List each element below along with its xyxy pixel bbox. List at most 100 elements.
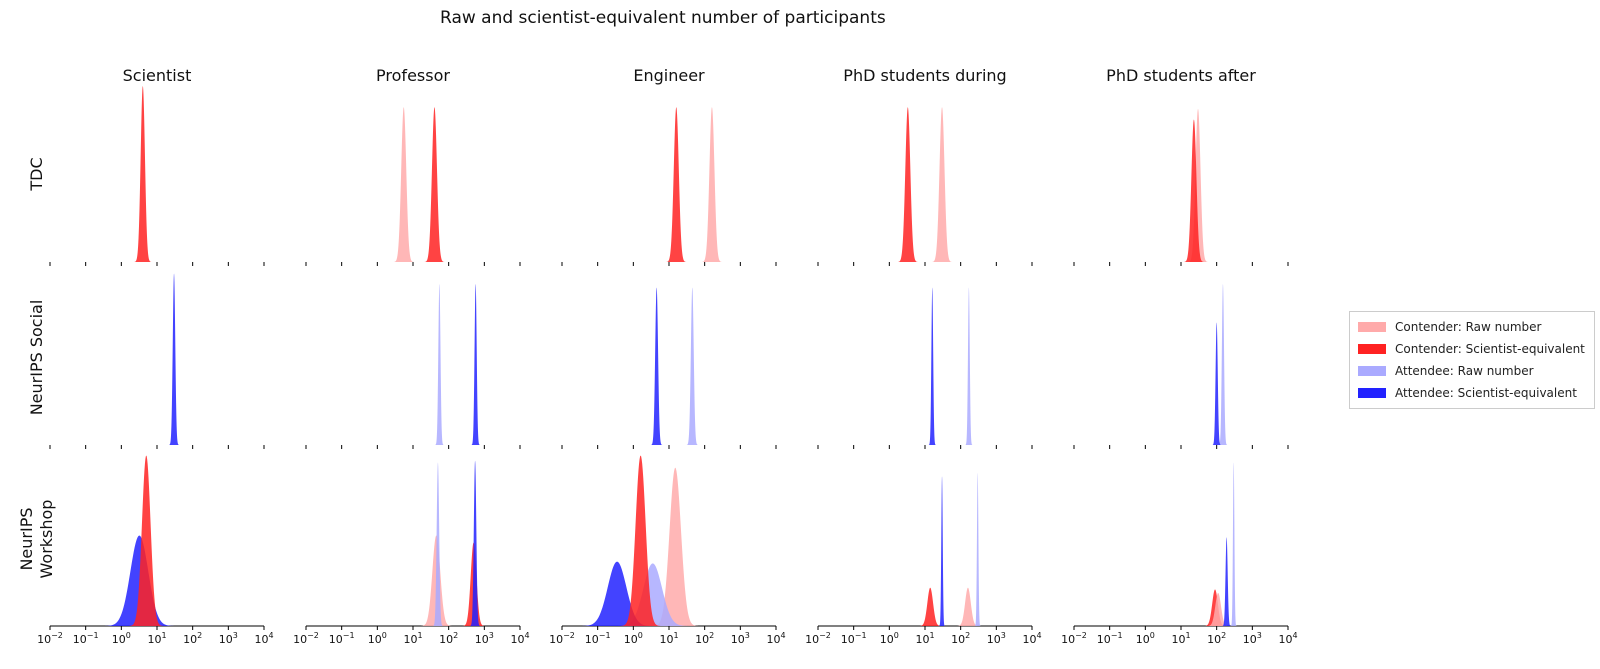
x-tick-label-base: 10 xyxy=(475,633,489,646)
x-tick-label-exp: 4 xyxy=(268,631,273,640)
density-attendee-raw-number xyxy=(1230,462,1237,626)
x-tick-label: 104 xyxy=(1278,631,1297,646)
x-tick-label-base: 10 xyxy=(805,633,819,646)
x-tick-label-exp: −1 xyxy=(599,631,611,640)
panel-neurips-workshop-professor xyxy=(419,460,486,626)
x-tick-label: 10−2 xyxy=(37,631,63,646)
x-tick-label: 102 xyxy=(439,631,458,646)
density-attendee-scientist-equivalent xyxy=(1222,537,1232,626)
row-label-text-neurips-workshop: NeurIPSWorkshop xyxy=(17,500,56,579)
density-contender-raw-number xyxy=(651,467,700,626)
x-tick-label-exp: 4 xyxy=(780,631,785,640)
density-attendee-raw-number xyxy=(613,563,692,626)
legend-item-attendee-sci: Attendee: Scientist-equivalent xyxy=(1358,382,1586,404)
column-title-professor: Professor xyxy=(376,66,450,85)
density-attendee-scientist-equivalent xyxy=(650,287,663,445)
x-tick-label-base: 10 xyxy=(880,633,894,646)
x-tick-label-base: 10 xyxy=(1136,633,1150,646)
panel-neurips-social-scientist xyxy=(168,273,180,445)
row-label-text-tdc: TDC xyxy=(27,157,46,191)
x-tick-label-exp: −2 xyxy=(51,631,63,640)
legend-label-contender-sci: Contender: Scientist-equivalent xyxy=(1395,342,1585,356)
x-tick-label-exp: −1 xyxy=(855,631,867,640)
x-tick-label: 10−1 xyxy=(329,631,355,646)
x-tick-label-base: 10 xyxy=(624,633,638,646)
density-attendee-raw-number xyxy=(434,284,444,445)
x-tick-label: 101 xyxy=(915,631,934,646)
density-contender-scientist-equivalent xyxy=(1183,119,1205,262)
x-tick-label: 100 xyxy=(880,631,899,646)
x-tick-label-exp: 3 xyxy=(1257,631,1262,640)
x-tick-label: 104 xyxy=(510,631,529,646)
legend-label-contender-raw: Contender: Raw number xyxy=(1395,320,1542,334)
x-tick-label: 101 xyxy=(1171,631,1190,646)
density-contender-scientist-equivalent xyxy=(423,107,445,263)
x-tick-label: 103 xyxy=(219,631,238,646)
density-contender-raw-number xyxy=(701,107,723,263)
x-tick-label-base: 10 xyxy=(1097,633,1111,646)
x-tick-label-exp: −1 xyxy=(87,631,99,640)
x-tick-label: 104 xyxy=(254,631,273,646)
row-label-text-neurips-social: NeurIPS Social xyxy=(27,300,46,416)
x-tick-label: 100 xyxy=(368,631,387,646)
x-tick-label-exp: 1 xyxy=(673,631,678,640)
x-tick-label-base: 10 xyxy=(293,633,307,646)
row-label-neurips-social: NeurIPS Social xyxy=(27,300,46,416)
x-tick-label-base: 10 xyxy=(1207,633,1221,646)
x-tick-label-base: 10 xyxy=(368,633,382,646)
column-title-phd-students-after: PhD students after xyxy=(1106,66,1256,85)
density-contender-scientist-equivalent xyxy=(619,455,662,626)
panel-neurips-social-phd-students-during xyxy=(928,287,973,445)
density-attendee-scientist-equivalent xyxy=(471,284,481,445)
x-tick-label-base: 10 xyxy=(510,633,524,646)
density-contender-scientist-equivalent xyxy=(1203,589,1228,626)
legend-label-attendee-raw: Attendee: Raw number xyxy=(1395,364,1534,378)
column-title-scientist: Scientist xyxy=(123,66,192,85)
x-tick-label: 102 xyxy=(1207,631,1226,646)
density-contender-scientist-equivalent xyxy=(128,455,165,626)
density-attendee-scientist-equivalent xyxy=(168,273,180,445)
x-tick-label: 103 xyxy=(731,631,750,646)
density-attendee-scientist-equivalent xyxy=(469,460,481,626)
x-tick-label-exp: −2 xyxy=(563,631,575,640)
x-tick-label: 100 xyxy=(1136,631,1155,646)
chart-title: Raw and scientist-equivalent number of p… xyxy=(440,8,886,28)
density-attendee-scientist-equivalent xyxy=(1212,322,1222,445)
legend-item-contender-raw: Contender: Raw number xyxy=(1358,316,1586,338)
legend-item-contender-sci: Contender: Scientist-equivalent xyxy=(1358,338,1586,360)
x-tick-label-exp: 0 xyxy=(1150,631,1155,640)
panel-neurips-social-professor xyxy=(434,284,481,445)
x-tick-label-exp: 2 xyxy=(1221,631,1226,640)
row-label-line: NeurIPS xyxy=(17,507,36,570)
panel-neurips-workshop-phd-students-during xyxy=(918,472,981,626)
density-contender-scientist-equivalent xyxy=(665,107,687,263)
x-tick-label: 102 xyxy=(695,631,714,646)
column-title-engineer: Engineer xyxy=(633,66,705,85)
x-tick-label-exp: 3 xyxy=(233,631,238,640)
x-tick-label-exp: 3 xyxy=(745,631,750,640)
x-tick-label: 10−1 xyxy=(585,631,611,646)
x-tick-label: 101 xyxy=(147,631,166,646)
x-tick-label: 10−2 xyxy=(1061,631,1087,646)
x-tick-label: 101 xyxy=(659,631,678,646)
x-tick-label-exp: 4 xyxy=(524,631,529,640)
x-tick-label: 104 xyxy=(1022,631,1041,646)
panel-tdc-phd-students-after xyxy=(1183,108,1209,262)
panel-tdc-phd-students-during xyxy=(897,107,953,263)
x-tick-label-base: 10 xyxy=(841,633,855,646)
x-tick-label-exp: −1 xyxy=(343,631,355,640)
density-attendee-scientist-equivalent xyxy=(578,561,657,626)
x-tick-label-exp: −2 xyxy=(307,631,319,640)
x-tick-label: 103 xyxy=(987,631,1006,646)
panel-tdc-scientist xyxy=(133,86,152,262)
x-tick-label-exp: 4 xyxy=(1036,631,1041,640)
chart-legend: Contender: Raw number Contender: Scienti… xyxy=(1349,311,1595,409)
x-tick-label-base: 10 xyxy=(766,633,780,646)
x-tick-label: 104 xyxy=(766,631,785,646)
legend-swatch-attendee-sci xyxy=(1358,388,1386,398)
x-tick-label-base: 10 xyxy=(183,633,197,646)
x-tick-label-base: 10 xyxy=(147,633,161,646)
panel-neurips-workshop-engineer xyxy=(578,455,700,626)
density-contender-raw-number xyxy=(931,107,953,263)
